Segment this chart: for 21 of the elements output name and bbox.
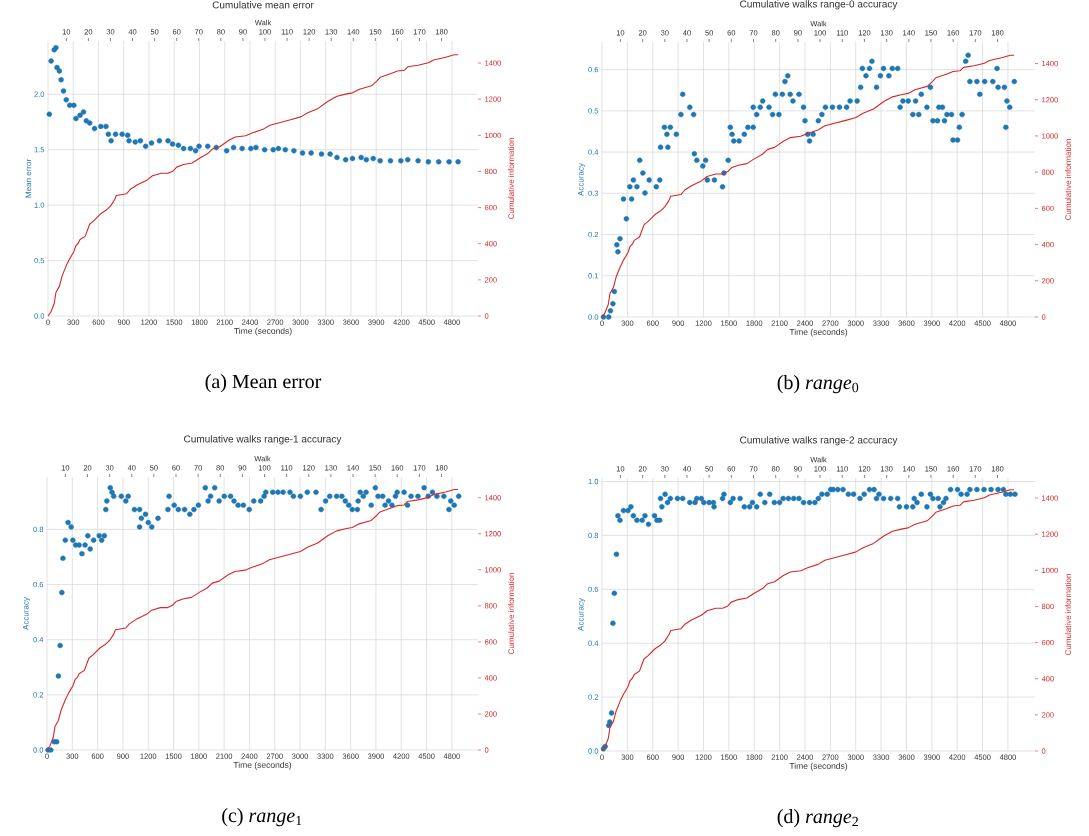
x-axis-title: Time (seconds) [233, 761, 292, 770]
y-axis-title: Accuracy [23, 597, 31, 630]
y2-axis-title: Cumulative information [508, 138, 514, 219]
chart-title: Cumulative walks range-0 accuracy [740, 0, 898, 10]
chart-title: Cumulative walks range-1 accuracy [184, 435, 342, 445]
chart-title: Cumulative mean error [212, 1, 314, 9]
x-axis-title: Time (seconds) [234, 327, 292, 336]
y-axis-title: Accuracy [578, 598, 586, 631]
chart-title: Cumulative walks range-2 accuracy [740, 436, 898, 446]
text: (a) Mean error [205, 374, 322, 393]
y2-axis-title: Cumulative information [508, 573, 514, 654]
text: (d) range$_{2}$ [777, 809, 858, 828]
text: (c) range$_{1}$ [222, 808, 302, 827]
x-axis-title: Time (seconds) [789, 328, 848, 337]
y2-axis-title: Cumulative information [1065, 574, 1071, 655]
y-axis-title: Mean error [25, 159, 32, 198]
line-series [47, 54, 459, 317]
y-axis-title: Accuracy [578, 163, 586, 196]
y2-axis-title: Cumulative information [1065, 139, 1071, 220]
text: (b) range$_{0}$ [777, 375, 859, 394]
x-axis-title: Time (seconds) [789, 762, 848, 771]
